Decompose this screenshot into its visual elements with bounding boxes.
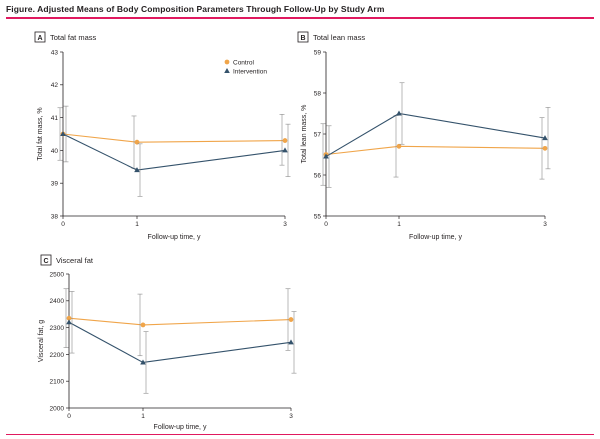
y-tick-label: 2200: [50, 352, 65, 359]
legend-marker-control: [224, 59, 230, 65]
x-tick-label: 0: [61, 221, 65, 228]
data-point-control: [542, 145, 548, 151]
title-rule: [6, 17, 594, 19]
x-tick-label: 1: [397, 221, 401, 228]
legend-marker-intervention: [224, 68, 230, 73]
y-axis-label: Total lean mass, %: [301, 105, 308, 164]
y-tick-label: 56: [314, 172, 322, 179]
y-tick-label: 43: [51, 49, 59, 56]
chart-panel-total-fat-mass: A Total fat mass 38 39 40 41 42 43 0 1 3 Follow-up …: [34, 31, 291, 241]
data-point-control: [396, 143, 402, 149]
y-axis-label: Total fat mass, %: [37, 107, 44, 160]
panel-letter-box: [40, 254, 52, 266]
data-point-intervention: [66, 319, 72, 325]
x-tick-label: 3: [543, 221, 547, 228]
panel-letter: B: [300, 35, 305, 42]
y-tick-label: 55: [314, 213, 322, 220]
data-point-intervention: [60, 131, 66, 136]
bottom-rule: [6, 434, 594, 435]
x-axis-label: Follow-up time, y: [148, 234, 201, 241]
panel-letter-box: [297, 31, 309, 43]
x-tick-label: 3: [283, 221, 287, 228]
panel-letter-box: [34, 31, 46, 43]
y-tick-label: 42: [51, 82, 59, 89]
legend-label-intervention: Intervention: [233, 68, 267, 75]
panel-letter: A: [37, 35, 42, 42]
data-point-intervention: [288, 339, 294, 345]
data-point-control: [140, 322, 146, 328]
y-tick-label: 58: [314, 90, 322, 97]
y-tick-label: 39: [51, 181, 59, 188]
y-tick-label: 2400: [50, 298, 65, 305]
y-tick-label: 57: [314, 131, 322, 138]
x-tick-label: 3: [289, 413, 293, 420]
figure-title: Figure. Adjusted Means of Body Compositi…: [6, 4, 385, 14]
data-point-intervention: [323, 153, 329, 159]
chart-panel-total-lean-mass: B Total lean mass 55 56 57 58 59 0 1 3 Follow-up t…: [297, 31, 551, 241]
panel-title-total-fat-mass: Total fat mass: [50, 33, 97, 42]
y-tick-label: 41: [51, 115, 59, 122]
y-axis-label: Visceral fat, g: [38, 320, 45, 362]
y-tick-label: 2100: [50, 379, 65, 386]
data-point-intervention: [542, 135, 548, 141]
series-line-control: [325, 145, 546, 156]
panel-title-total-lean-mass: Total lean mass: [313, 33, 365, 42]
y-tick-label: 2500: [50, 271, 65, 278]
x-tick-label: 1: [135, 221, 139, 228]
panel-title-visceral-fat: Visceral fat: [56, 256, 94, 265]
x-axis-label: Follow-up time, y: [409, 234, 462, 241]
series-line-intervention: [62, 133, 286, 171]
series-line-intervention: [68, 321, 292, 364]
legend-label-control: Control: [233, 59, 255, 66]
data-point-intervention: [282, 147, 288, 153]
y-tick-label: 2000: [50, 405, 65, 412]
data-point-control: [282, 138, 288, 143]
data-point-intervention: [134, 167, 140, 173]
x-axis-label: Follow-up time, y: [154, 424, 207, 431]
y-tick-label: 59: [314, 49, 322, 56]
data-point-intervention: [396, 110, 402, 116]
data-point-control: [66, 315, 72, 321]
data-point-control: [288, 317, 294, 322]
data-point-control: [134, 139, 140, 145]
y-tick-label: 2300: [50, 325, 65, 332]
x-tick-label: 0: [67, 413, 71, 420]
series-line-control: [68, 317, 292, 326]
series-line-control: [62, 133, 286, 143]
data-point-intervention: [140, 359, 146, 365]
chart-panel-visceral-fat: C Visceral fat 2000 2100 2200 2300 2400 2500 0 1 3…: [38, 254, 297, 431]
y-tick-label: 38: [51, 213, 59, 220]
x-tick-label: 1: [141, 413, 145, 420]
y-tick-label: 40: [51, 148, 59, 155]
series-line-intervention: [325, 112, 546, 158]
x-tick-label: 0: [324, 221, 328, 228]
panel-letter: C: [43, 258, 48, 265]
